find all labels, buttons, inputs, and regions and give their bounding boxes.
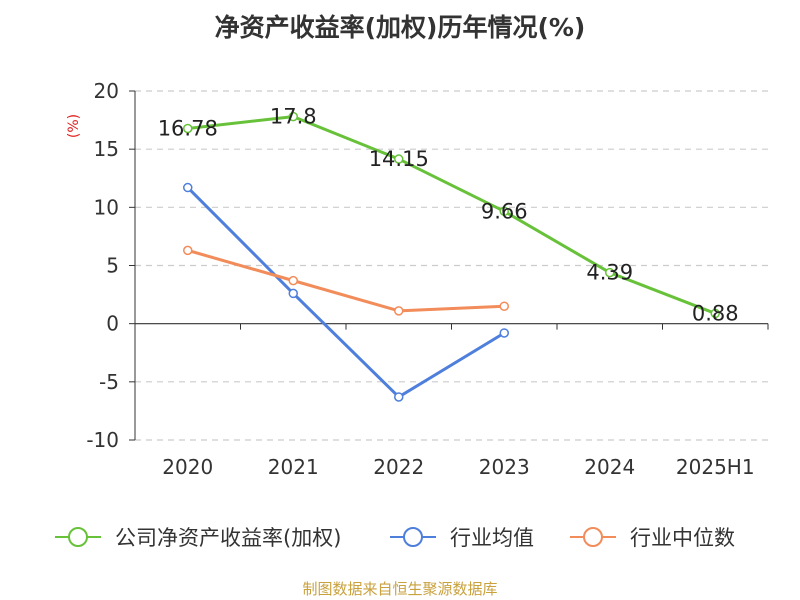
x-tick-label: 2020: [162, 455, 213, 479]
grid-lines: [135, 90, 768, 441]
data-point: [394, 306, 404, 316]
data-label: 4.39: [586, 261, 633, 285]
legend-item: 行业中位数: [570, 526, 735, 550]
chart-title: 净资产收益率(加权)历年情况(%): [214, 13, 586, 42]
x-tick-label: 2023: [479, 455, 530, 479]
data-point: [183, 245, 193, 256]
y-tick-label: 20: [94, 79, 119, 103]
data-point: [605, 267, 615, 278]
data-labels: 16.78 17.8 14.15 9.66 4.39 0.88: [158, 105, 739, 326]
y-tick-label: 0: [106, 312, 119, 336]
data-point: [499, 301, 509, 311]
legend-marker: [583, 527, 603, 547]
series-line: [186, 186, 506, 399]
data-point: [288, 288, 298, 299]
y-axis-label: (%): [66, 114, 82, 138]
legend-marker: [68, 527, 88, 547]
data-point: [394, 154, 404, 164]
x-tick-label: 2021: [268, 455, 319, 479]
x-tick-label: 2025H1: [676, 455, 755, 479]
data-point: [288, 275, 298, 286]
y-tick-label: 5: [106, 254, 119, 278]
x-tick-label: 2022: [373, 455, 424, 479]
data-point: [394, 392, 404, 402]
y-tick-label: -5: [99, 370, 119, 394]
data-label: 17.8: [270, 105, 317, 129]
data-label: 14.15: [369, 147, 429, 171]
y-tick-label: 15: [94, 137, 119, 161]
data-label: 9.66: [481, 199, 528, 223]
series-lines: [183, 111, 720, 402]
series-line: [187, 115, 716, 315]
x-tick-label: 2024: [584, 455, 635, 479]
data-point: [183, 182, 193, 193]
source-note: 制图数据来自恒生聚源数据库: [302, 580, 498, 598]
legend-item: 公司净资产收益率(加权): [55, 526, 341, 550]
data-point: [183, 123, 193, 134]
legend-label: 行业均值: [450, 526, 534, 550]
axes: 20 15 10 5 0 -5 -10 2020 2021 2022 2023 2024 2025H1: [86, 79, 769, 479]
legend: 公司净资产收益率(加权) 行业均值 行业中位数: [55, 526, 735, 550]
legend-label: 公司净资产收益率(加权): [115, 526, 341, 550]
y-tick-label: -10: [86, 428, 119, 452]
data-label: 16.78: [158, 116, 218, 140]
series-line: [187, 248, 505, 313]
data-point: [499, 206, 509, 217]
legend-marker: [403, 527, 423, 547]
data-point: [499, 328, 509, 338]
y-tick-label: 10: [94, 195, 119, 219]
data-point: [288, 111, 298, 122]
legend-label: 行业中位数: [630, 526, 735, 550]
data-point: [710, 308, 720, 319]
legend-item: 行业均值: [390, 526, 534, 550]
data-label: 0.88: [692, 301, 739, 325]
